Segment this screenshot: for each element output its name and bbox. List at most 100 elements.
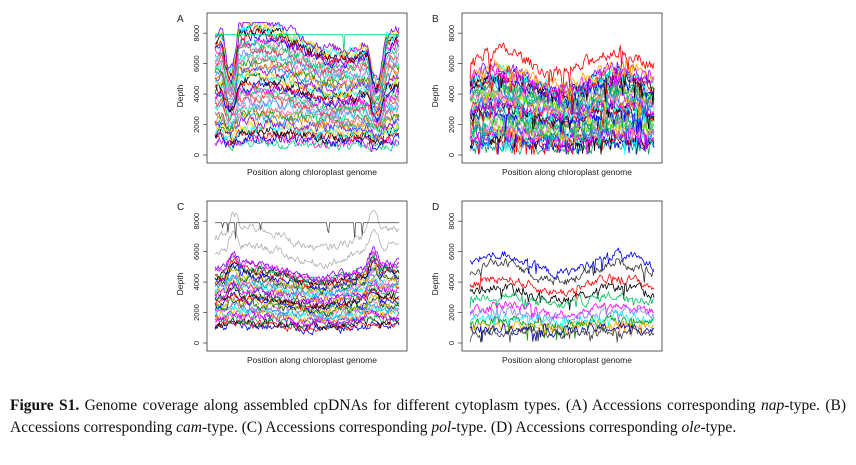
series-line-c-9 [214,297,400,320]
series-line-a-36 [214,25,400,90]
caption-label: Figure S1. [10,397,80,414]
series-line-a-28 [214,49,400,100]
series-line-a-2 [214,131,400,151]
series-line-d-5 [469,301,655,322]
series-line-b-35 [469,58,655,101]
series-line-b-1 [469,133,655,155]
plot-frame-a [206,12,408,164]
y-tick-label-c: 6000 [192,243,201,260]
y-tick-label-a: 2000 [192,116,201,133]
y-axis-a: 0 2000 4000 6000 8000 [192,25,207,157]
y-tick-label-d: 0 [447,341,456,345]
series-line-d-11 [469,326,655,343]
series-line-c-8 [214,302,400,320]
figure-caption: Figure S1. Genome coverage along assembl… [10,395,846,439]
panel-c: C 0 2000 4000 6000 8000 Depth Position along… [175,200,408,365]
y-axis-b: 0 2000 4000 6000 8000 [447,25,462,157]
series-line-d-4 [469,291,655,310]
y-tick-label-c: 2000 [192,304,201,321]
series-line-c-30 [214,228,400,270]
y-tick-label-a: 6000 [192,55,201,72]
series-line-c-17 [214,279,400,305]
series-line-a-20 [214,73,400,113]
series-line-d-0 [469,247,655,279]
series-line-a-3 [214,127,400,146]
series-line-a-13 [214,96,400,126]
series-group-a [214,22,400,153]
series-line-b-36 [469,42,655,88]
panel-letter-d: D [432,202,439,213]
series-line-a-4 [214,126,400,146]
series-line-c-32 [215,222,399,240]
y-axis-title-d: Depth [430,272,440,295]
x-axis-title-c: Position along chloroplast genome [247,355,377,365]
series-line-b-22 [469,88,655,117]
series-line-b-26 [469,78,655,115]
y-axis-title-b: Depth [430,84,440,107]
panel-letter-b: B [432,14,439,25]
y-tick-label-a: 4000 [192,86,201,103]
series-line-c-15 [214,281,400,308]
panel-b: B 0 2000 4000 6000 8000 Depth Position along… [430,12,663,177]
caption-text-3: -type. (C) Accessions corresponding [201,419,432,436]
series-line-a-25 [214,59,400,109]
y-tick-label-c: 4000 [192,274,201,291]
caption-text-5: -type. [700,419,737,436]
series-line-b-0 [469,137,655,155]
x-axis-title-a: Position along chloroplast genome [247,167,377,177]
series-line-d-9 [469,319,655,337]
y-tick-label-c: 0 [192,341,201,345]
y-axis-d: 0 2000 4000 6000 8000 [447,213,462,345]
caption-text-2: -type. (B) Accessions corresponding [10,397,847,436]
series-group-b [469,42,655,155]
series-line-c-29 [214,246,400,282]
caption-type-nap: nap [761,397,785,414]
figure-s1-coverage-plots: A 0 2000 4000 6000 8000 Depth Position along… [175,12,663,365]
panel-letter-c: C [177,202,184,213]
series-line-a-7 [214,115,400,141]
y-axis-c: 0 2000 4000 6000 8000 [192,213,207,345]
series-line-a-26 [214,56,400,105]
plot-frame-b [461,12,663,164]
series-line-a-22 [214,69,400,114]
series-line-c-11 [214,293,400,314]
series-line-b-18 [469,97,655,132]
series-line-c-6 [214,305,400,323]
series-line-a-14 [214,92,400,129]
series-line-c-31 [214,210,400,251]
series-line-b-34 [469,61,655,106]
caption-type-ole: ole [681,419,701,436]
series-line-d-1 [469,257,655,286]
series-line-c-25 [214,257,400,289]
caption-text-1: Genome coverage along assembled cpDNAs f… [79,397,762,414]
y-axis-title-c: Depth [175,272,185,295]
x-axis-title-d: Position along chloroplast genome [502,355,632,365]
series-line-d-8 [469,314,655,341]
series-line-c-4 [214,309,400,328]
caption-text-4: -type. (D) Accessions corresponding [451,419,682,436]
y-tick-label-d: 2000 [447,304,456,321]
plot-frame-c [206,200,408,352]
series-line-a-24 [214,61,400,106]
y-tick-label-d: 8000 [447,213,456,230]
panel-letter-a: A [177,14,184,25]
y-tick-label-b: 6000 [447,55,456,72]
series-group-d [469,247,655,343]
y-tick-label-b: 2000 [447,116,456,133]
y-tick-label-a: 8000 [192,25,201,42]
series-line-c-2 [214,317,400,331]
x-axis-title-b: Position along chloroplast genome [502,167,632,177]
y-tick-label-a: 0 [192,153,201,157]
caption-type-pol: pol [431,419,452,436]
series-line-c-13 [214,288,400,310]
series-line-c-12 [214,289,400,314]
series-line-a-21 [214,71,400,115]
y-tick-label-b: 0 [447,153,456,157]
series-line-c-28 [214,250,400,285]
y-tick-label-b: 4000 [447,86,456,103]
series-line-d-6 [469,305,655,325]
series-line-c-19 [214,274,400,299]
caption-type-cam: cam [176,419,202,436]
series-line-a-39 [214,22,400,80]
series-line-a-40 [215,34,399,53]
